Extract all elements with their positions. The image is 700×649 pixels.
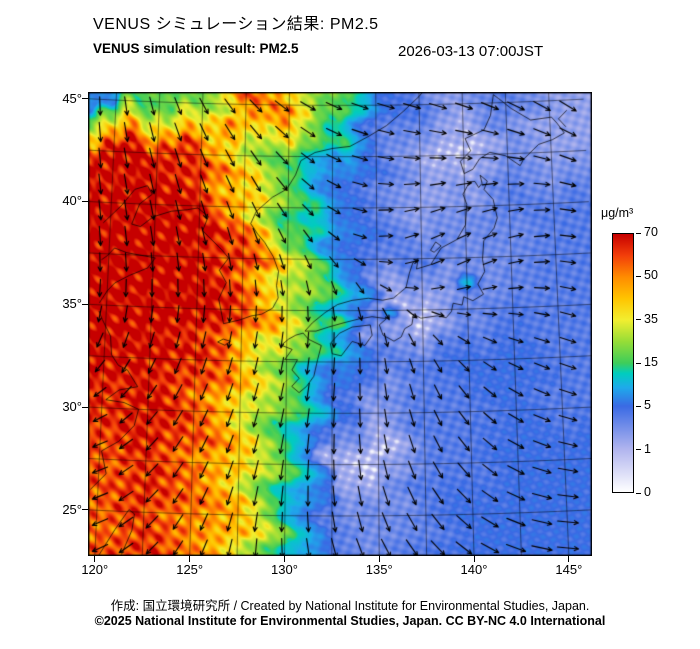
page-title-japanese: VENUS シミュレーション結果: PM2.5 bbox=[93, 16, 379, 33]
colorbar-gradient bbox=[612, 233, 634, 493]
colorbar-tick-label: 5 bbox=[644, 398, 651, 413]
lat-tick-label: 25° bbox=[62, 501, 82, 517]
lon-tickmark bbox=[94, 556, 96, 562]
colorbar-tick-label: 15 bbox=[644, 355, 658, 369]
colorbar-tick-label: 35 bbox=[644, 311, 658, 326]
colorbar-tickmark bbox=[636, 232, 641, 234]
lon-tick-label: 120° bbox=[81, 562, 109, 577]
colorbar-tickmark bbox=[636, 319, 641, 321]
valid-timestamp: 2026-03-13 07:00JST bbox=[398, 43, 544, 60]
lon-tick-label: 140° bbox=[460, 562, 488, 577]
colorbar-tickmark bbox=[636, 405, 641, 407]
page-title-english: VENUS simulation result: PM2.5 bbox=[93, 41, 299, 56]
colorbar-unit-label: μg/m³ bbox=[601, 206, 634, 220]
lon-tick-label: 135° bbox=[365, 562, 393, 577]
attribution-text: 作成: 国立環境研究所 / Created by National Instit… bbox=[110, 599, 590, 613]
colorbar-tick-label: 1 bbox=[644, 441, 651, 456]
lat-tickmark bbox=[82, 406, 88, 408]
lat-tickmark bbox=[82, 509, 88, 511]
lon-tickmark bbox=[189, 556, 191, 562]
lon-tickmark bbox=[378, 556, 380, 562]
colorbar-tick-label: 50 bbox=[644, 268, 658, 283]
lat-tick-label: 30° bbox=[62, 399, 82, 415]
lat-tickmark bbox=[82, 98, 88, 100]
colorbar-tick-label: 70 bbox=[644, 225, 658, 239]
colorbar-tickmark bbox=[636, 275, 641, 277]
lat-tick-label: 45° bbox=[62, 90, 82, 106]
colorbar-tickmark bbox=[636, 362, 641, 364]
lat-tickmark bbox=[82, 200, 88, 202]
lon-tickmark bbox=[473, 556, 475, 562]
colorbar-tickmark bbox=[636, 492, 641, 494]
pm25-concentration-map-canvas bbox=[88, 92, 592, 556]
lat-tick-label: 35° bbox=[62, 296, 82, 312]
colorbar-tick-label: 0 bbox=[644, 485, 651, 499]
lon-tick-label: 125° bbox=[176, 562, 204, 577]
copyright-text: ©2025 National Institute for Environment… bbox=[94, 614, 606, 628]
lat-tickmark bbox=[82, 303, 88, 305]
lon-tick-label: 145° bbox=[555, 562, 583, 577]
lon-tickmark bbox=[283, 556, 285, 562]
lat-tick-label: 40° bbox=[62, 193, 82, 209]
colorbar-tickmark bbox=[636, 449, 641, 451]
lon-tickmark bbox=[568, 556, 570, 562]
lon-tick-label: 130° bbox=[271, 562, 298, 577]
